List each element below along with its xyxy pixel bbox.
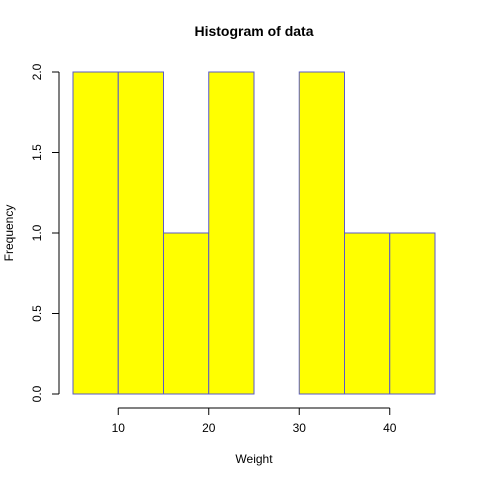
x-tick-label-2: 30	[293, 421, 307, 435]
histogram-bar-1	[117, 71, 164, 395]
chart-title: Histogram of data	[194, 23, 313, 39]
x-tick-label-1: 20	[202, 421, 216, 435]
histogram-bars	[72, 71, 436, 395]
histogram-bar-3	[208, 71, 255, 395]
y-tick-label-3: 1.5	[30, 144, 44, 161]
histogram-bar-2	[163, 232, 210, 395]
histogram-bar-0	[72, 71, 119, 395]
x-axis-label: Weight	[235, 452, 273, 466]
histogram-bar-5	[298, 71, 345, 395]
y-tick-label-1: 0.5	[30, 305, 44, 322]
y-tick-label-0: 0.0	[30, 385, 44, 402]
y-tick-label-4: 2.0	[30, 63, 44, 80]
histogram-bar-7	[389, 232, 436, 395]
y-axis: 0.0 0.5 1.0 1.5 2.0	[30, 63, 60, 402]
x-tick-label-0: 10	[112, 421, 126, 435]
y-tick-label-2: 1.0	[30, 224, 44, 241]
x-tick-label-3: 40	[383, 421, 397, 435]
y-axis-label: Frequency	[2, 205, 16, 262]
x-axis: 10 20 30 40	[112, 407, 397, 435]
histogram-bar-6	[344, 232, 391, 395]
